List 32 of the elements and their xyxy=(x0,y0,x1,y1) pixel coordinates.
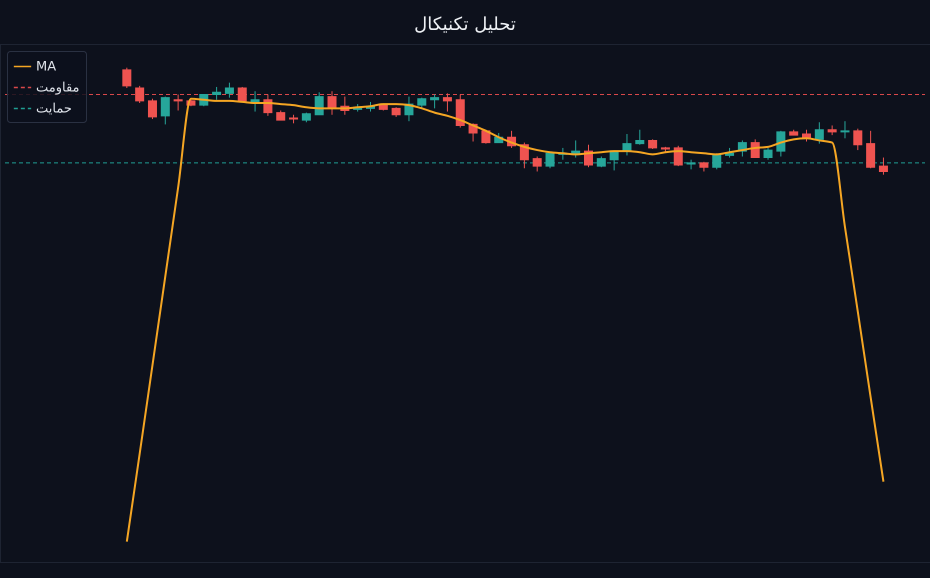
candlestick xyxy=(302,112,311,123)
candlestick xyxy=(160,96,170,125)
candlestick xyxy=(853,128,862,151)
candlestick xyxy=(212,86,222,100)
candlestick xyxy=(314,92,324,116)
candlestick xyxy=(430,94,440,109)
candlestick xyxy=(532,156,542,172)
legend-label: حمایت xyxy=(36,102,72,116)
candlestick xyxy=(571,140,580,158)
candlestick xyxy=(135,85,144,104)
candlestick xyxy=(392,106,401,118)
candlestick xyxy=(148,98,157,120)
legend-label: MA xyxy=(36,60,56,74)
candlestick xyxy=(840,120,850,139)
candlestick xyxy=(122,67,132,89)
candlestick xyxy=(417,97,426,109)
candlestick xyxy=(276,110,286,121)
candlestick xyxy=(828,124,837,136)
candlestick xyxy=(174,94,183,111)
candlestick xyxy=(648,138,658,150)
candlestick xyxy=(328,90,337,116)
candlestick xyxy=(764,147,773,160)
candlestick xyxy=(814,122,824,144)
candlestick xyxy=(866,130,876,169)
ref-line-label: مقاومت xyxy=(36,80,80,96)
candlestick xyxy=(442,92,452,112)
candlestick xyxy=(699,161,708,172)
candlestick xyxy=(224,82,234,98)
candlestick xyxy=(238,86,247,102)
candlestick xyxy=(635,129,644,146)
chart-title: تحلیل تکنیکال xyxy=(414,14,516,35)
candlestick xyxy=(878,157,888,176)
